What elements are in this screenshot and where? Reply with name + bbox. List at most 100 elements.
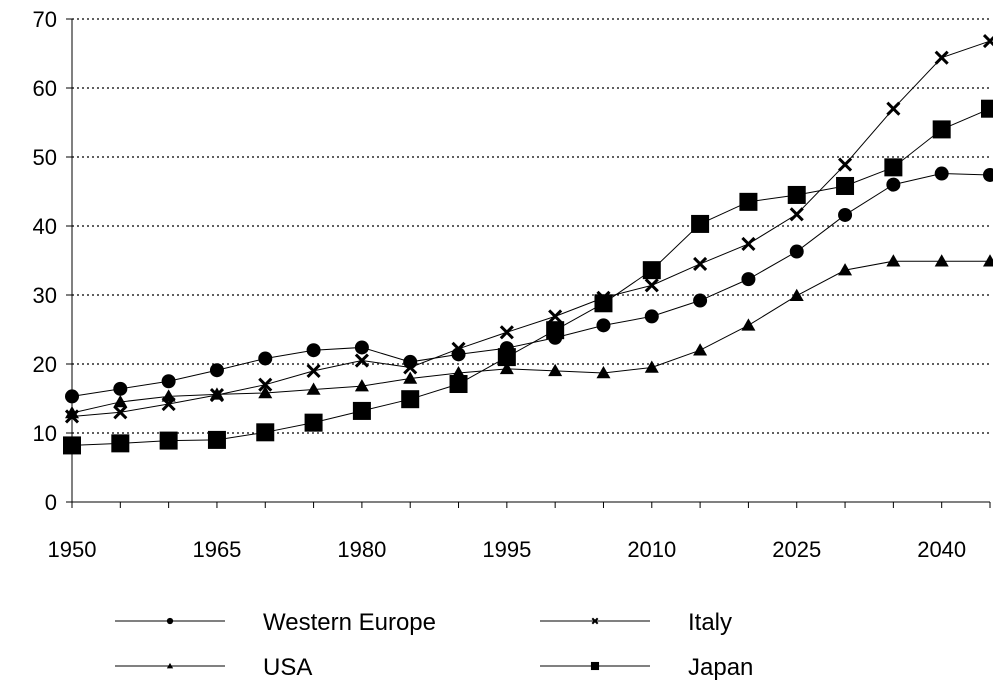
data-point-italy bbox=[451, 341, 466, 356]
data-point-italy bbox=[403, 360, 418, 375]
legend: Western Europe Italy USA Japan bbox=[115, 609, 753, 681]
data-point-western-europe bbox=[113, 381, 128, 396]
data-point-western-europe bbox=[354, 340, 369, 355]
y-tick-labels: 0 10 20 30 40 50 60 70 bbox=[33, 7, 57, 515]
data-point-western-europe bbox=[306, 343, 321, 358]
legend-marker-usa bbox=[166, 662, 174, 669]
data-point-japan bbox=[304, 413, 323, 432]
data-point-usa bbox=[354, 379, 369, 392]
data-point-usa bbox=[161, 389, 176, 402]
data-point-usa bbox=[693, 343, 708, 356]
data-point-western-europe bbox=[258, 351, 273, 366]
gridlines bbox=[72, 18, 990, 434]
data-point-japan bbox=[594, 294, 613, 313]
data-point-usa bbox=[596, 365, 611, 379]
data-point-western-europe bbox=[838, 207, 853, 222]
data-point-western-europe bbox=[886, 177, 901, 192]
data-point-italy bbox=[934, 50, 949, 65]
x-tick-label: 2025 bbox=[772, 537, 821, 562]
data-point-italy bbox=[693, 256, 708, 272]
y-tick-label: 40 bbox=[33, 214, 57, 239]
legend-marker-japan bbox=[590, 661, 600, 671]
data-point-japan bbox=[642, 261, 661, 280]
data-point-italy bbox=[741, 236, 756, 252]
data-point-usa bbox=[499, 361, 514, 375]
data-point-western-europe bbox=[983, 167, 993, 182]
data-point-western-europe bbox=[596, 318, 611, 333]
data-point-japan bbox=[932, 120, 951, 139]
x-tick-label: 2040 bbox=[917, 537, 966, 562]
legend-label: Italy bbox=[688, 609, 732, 636]
data-point-italy bbox=[306, 363, 321, 378]
data-point-japan bbox=[981, 99, 993, 118]
data-point-usa bbox=[209, 387, 224, 400]
data-point-italy bbox=[982, 34, 993, 49]
data-point-japan bbox=[691, 214, 710, 233]
data-point-japan bbox=[63, 436, 81, 455]
data-point-japan bbox=[884, 158, 903, 177]
data-point-usa bbox=[789, 288, 804, 301]
data-point-western-europe bbox=[789, 244, 804, 259]
data-point-italy bbox=[837, 157, 853, 172]
data-point-japan bbox=[836, 176, 855, 195]
data-point-japan bbox=[497, 348, 516, 367]
x-tick-label: 1980 bbox=[337, 537, 386, 562]
legend-marker-western-europe bbox=[166, 617, 174, 625]
data-point-italy bbox=[354, 353, 369, 368]
data-point-japan bbox=[352, 401, 371, 420]
series-line-western-europe bbox=[71, 173, 991, 397]
data-point-italy bbox=[789, 207, 804, 222]
data-point-japan bbox=[256, 423, 275, 442]
legend-item-japan: Japan bbox=[540, 654, 753, 681]
data-point-japan bbox=[787, 185, 806, 204]
y-tick-label: 60 bbox=[33, 76, 57, 101]
data-point-usa bbox=[838, 263, 853, 276]
data-point-japan bbox=[546, 321, 565, 340]
series-usa bbox=[65, 254, 993, 419]
data-point-usa bbox=[113, 394, 128, 408]
x-tick-label: 1965 bbox=[192, 537, 241, 562]
data-point-japan bbox=[401, 390, 420, 409]
data-point-western-europe bbox=[161, 374, 176, 389]
data-point-italy bbox=[644, 278, 659, 293]
data-point-japan bbox=[111, 434, 130, 453]
data-point-usa bbox=[741, 318, 756, 331]
data-point-japan bbox=[207, 430, 226, 449]
data-point-usa bbox=[65, 405, 79, 419]
x-tick-label: 1950 bbox=[48, 537, 97, 562]
data-point-usa bbox=[644, 360, 659, 373]
series-line-usa bbox=[71, 260, 990, 414]
axes bbox=[66, 18, 991, 508]
y-tick-label: 70 bbox=[33, 7, 57, 32]
data-point-italy bbox=[499, 325, 514, 340]
x-tick-labels: 1950 1965 1980 1995 2010 2025 2040 bbox=[48, 537, 967, 562]
data-point-usa bbox=[306, 382, 321, 395]
data-point-usa bbox=[886, 254, 901, 267]
data-point-italy bbox=[113, 405, 128, 420]
data-point-usa bbox=[258, 385, 273, 399]
data-point-western-europe bbox=[934, 166, 949, 181]
data-point-usa bbox=[403, 371, 418, 384]
y-tick-label: 20 bbox=[33, 352, 57, 377]
y-tick-label: 0 bbox=[45, 490, 57, 515]
data-point-japan bbox=[159, 431, 178, 450]
series-japan bbox=[63, 99, 993, 455]
legend-label: Japan bbox=[688, 654, 753, 681]
x-tick-label: 2010 bbox=[627, 537, 676, 562]
data-point-western-europe bbox=[741, 272, 756, 287]
legend-marker-italy bbox=[591, 617, 599, 625]
x-tick-label: 1995 bbox=[482, 537, 531, 562]
data-point-usa bbox=[983, 254, 993, 267]
data-point-usa bbox=[934, 254, 949, 267]
legend-label: USA bbox=[263, 654, 312, 681]
data-point-japan bbox=[449, 375, 468, 394]
series-western-europe bbox=[65, 166, 993, 404]
data-point-western-europe bbox=[644, 309, 659, 324]
data-point-italy bbox=[548, 309, 563, 324]
data-point-western-europe bbox=[693, 293, 708, 308]
data-point-usa bbox=[548, 363, 563, 377]
y-tick-label: 30 bbox=[33, 283, 57, 308]
legend-item-italy: Italy bbox=[540, 609, 732, 636]
data-point-japan bbox=[739, 192, 758, 211]
